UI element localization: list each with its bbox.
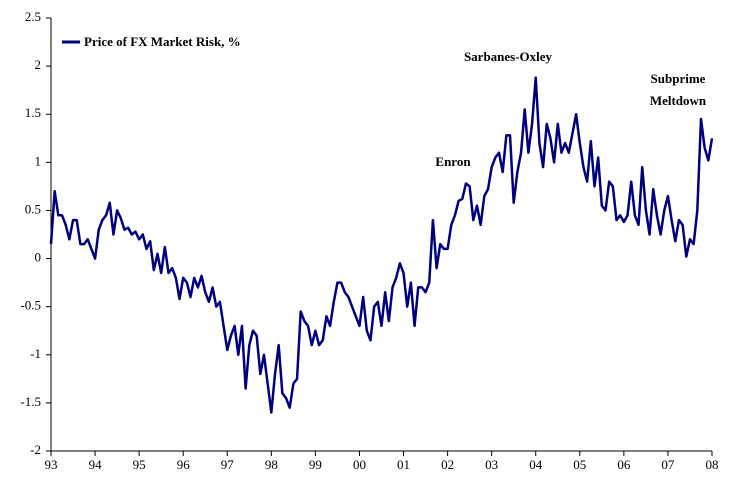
x-tick-label: 99 [309,457,322,472]
legend-label: Price of FX Market Risk, % [84,34,241,49]
x-tick-label: 95 [133,457,146,472]
y-tick-label: 2 [35,57,42,72]
x-tick-label: 06 [617,457,631,472]
x-tick-label: 93 [45,457,58,472]
annotation: Enron [435,154,471,169]
x-tick-label: 94 [89,457,103,472]
y-tick-label: 1 [35,153,42,168]
y-tick-label: 0 [35,250,42,265]
x-tick-label: 01 [397,457,410,472]
x-tick-label: 00 [353,457,366,472]
y-tick-label: -1 [30,346,41,361]
x-tick-label: 03 [485,457,498,472]
x-tick-label: 04 [529,457,543,472]
x-tick-label: 96 [177,457,191,472]
y-tick-label: -1.5 [20,394,41,409]
y-tick-label: -2 [30,442,41,457]
series-line [49,76,714,414]
y-tick-label: 0.5 [25,201,41,216]
annotation: Sarbanes-Oxley [464,49,553,64]
x-tick-label: 98 [265,457,278,472]
annotation: Meltdown [650,93,707,108]
y-tick-label: 2.5 [25,9,41,24]
annotation: Subprime [651,71,706,86]
y-tick-label: -0.5 [20,298,41,313]
y-tick-label: 1.5 [25,105,41,120]
x-tick-label: 02 [441,457,454,472]
x-tick-label: 07 [661,457,675,472]
x-tick-label: 05 [573,457,586,472]
x-tick-label: 97 [221,457,235,472]
x-tick-label: 08 [706,457,719,472]
